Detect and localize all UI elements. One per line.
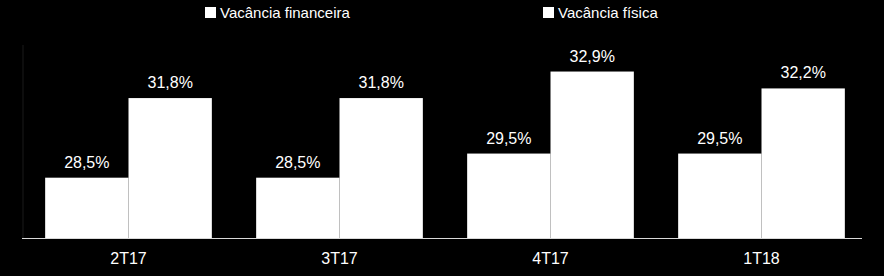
x-tick-label: 2T17 xyxy=(110,250,147,267)
chart-root: 28,5% 28,5% 29,5% 29,5% 31,8% 31,8% 32,9% 32,2%… xyxy=(0,0,884,276)
data-label: 28,5% xyxy=(64,154,109,171)
legend: Vacância financeira Vacância física xyxy=(205,4,658,21)
bar xyxy=(551,72,634,238)
data-label: 32,9% xyxy=(569,48,614,65)
legend-swatch xyxy=(543,7,554,18)
data-label: 29,5% xyxy=(697,130,742,147)
legend-label: Vacância financeira xyxy=(220,4,350,21)
bars xyxy=(45,72,845,238)
legend-label: Vacância física xyxy=(558,4,658,21)
bar xyxy=(762,88,845,238)
bar xyxy=(340,98,423,238)
x-axis-line xyxy=(22,238,862,239)
x-tick-label: 3T17 xyxy=(321,250,358,267)
data-label: 28,5% xyxy=(275,154,320,171)
bar xyxy=(45,178,128,238)
bar xyxy=(256,178,339,238)
data-label: 29,5% xyxy=(486,130,531,147)
bar xyxy=(467,154,550,238)
bar xyxy=(678,154,761,238)
legend-swatch xyxy=(205,7,216,18)
bar xyxy=(129,98,212,238)
x-tick-label: 4T17 xyxy=(532,250,569,267)
data-label: 32,2% xyxy=(780,64,825,81)
data-label: 31,8% xyxy=(147,74,192,91)
y-axis-line xyxy=(23,45,24,238)
data-label: 31,8% xyxy=(358,74,403,91)
chart-svg: 28,5% 28,5% 29,5% 29,5% 31,8% 31,8% 32,9% 32,2%… xyxy=(0,0,884,276)
x-tick-label: 1T18 xyxy=(743,250,780,267)
x-tick-labels: 2T17 3T17 4T17 1T18 xyxy=(110,250,780,267)
data-labels: 28,5% 28,5% 29,5% 29,5% 31,8% 31,8% 32,9% 32,2% xyxy=(64,48,826,171)
